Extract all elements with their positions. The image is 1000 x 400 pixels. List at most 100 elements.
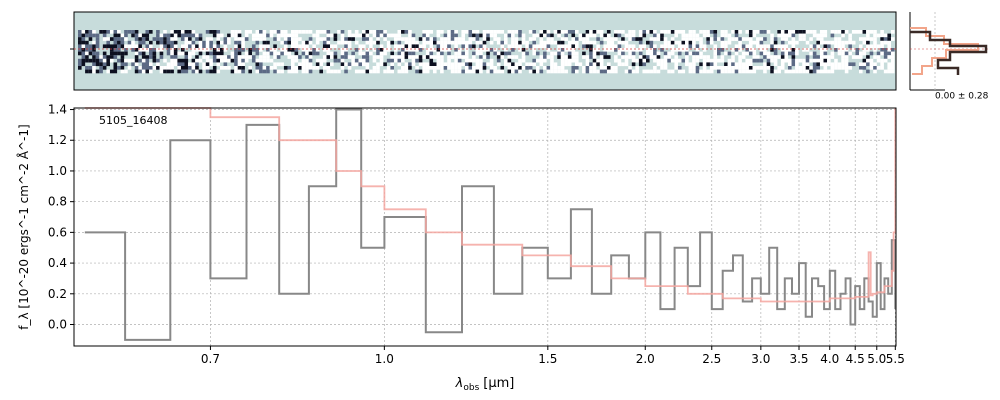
spectrum-2d-pixel xyxy=(720,69,725,74)
spectrum-2d-pixel xyxy=(564,44,568,49)
spectrum-2d-pixel xyxy=(589,62,593,67)
spectrum-2d-pixel xyxy=(149,55,153,59)
spectrum-2d-pixel xyxy=(887,69,891,74)
spectrum-2d-pixel xyxy=(322,58,327,63)
spectrum-2d-pixel xyxy=(681,44,686,49)
spectrum-2d-pixel xyxy=(777,66,781,70)
spectrum-2d-pixel xyxy=(308,66,313,70)
spectrum-2d-pixel xyxy=(805,48,810,52)
spectrum-2d-pixel xyxy=(436,51,441,56)
spectrum-2d-pixel xyxy=(170,58,174,63)
spectrum-2d-pixel xyxy=(156,30,160,34)
spectrum-2d-pixel xyxy=(315,51,320,56)
spectrum-2d-pixel xyxy=(457,62,462,67)
spectrum-2d-pixel xyxy=(92,69,96,74)
spectrum-2d-pixel xyxy=(170,69,174,74)
spectrum-2d-pixel xyxy=(585,44,590,49)
spectrum-2d-pixel xyxy=(674,58,678,63)
spectrum-2d-pixel xyxy=(564,55,568,59)
spectrum-2d-pixel xyxy=(560,62,565,67)
spectrum-2d-pixel xyxy=(500,66,505,70)
spectrum-2d-pixel xyxy=(606,66,611,70)
spectrum-2d-pixel xyxy=(117,40,121,45)
spectrum-2d-pixel xyxy=(709,37,714,41)
spectrum-2d-pixel xyxy=(667,44,671,49)
spectrum-2d-pixel xyxy=(734,37,739,41)
spectrum-2d-pixel xyxy=(873,37,877,41)
spectrum-2d-pixel xyxy=(99,55,103,59)
spectrum-2d-pixel xyxy=(667,58,671,63)
spectrum-2d-pixel xyxy=(180,51,185,56)
spectrum-2d-pixel xyxy=(134,37,139,41)
spectrum-2d-pixel xyxy=(788,48,792,52)
spectrum-2d-pixel xyxy=(585,66,590,70)
spectrum-2d-pixel xyxy=(390,66,394,70)
spectrum-2d-pixel xyxy=(844,66,849,70)
spectrum-2d-pixel xyxy=(220,33,224,38)
spectrum-1d-panel: 0.7 1.0 1.5 2.0 2.5 3.0 3.5 4.0 4.5 5.0 5.50.00.20… xyxy=(16,103,905,393)
spectrum-2d-pixel xyxy=(780,33,785,38)
x-tick-label-7: 4.0 xyxy=(820,352,839,366)
spectrum-2d-pixel xyxy=(677,30,682,34)
spectrum-2d-pixel xyxy=(564,33,568,38)
spectrum-2d-pixel xyxy=(727,62,732,67)
spectrum-2d-pixel xyxy=(677,48,682,52)
spectrum-2d-pixel xyxy=(308,58,313,63)
spectrum-2d-pixel xyxy=(145,69,150,74)
spectrum-2d-pixel xyxy=(752,66,757,70)
spectrum-2d-pixel xyxy=(468,30,473,34)
spectrum-2d-pixel xyxy=(92,62,96,67)
y-tick-label-5: 1.0 xyxy=(48,164,67,178)
spectrum-2d-pixel xyxy=(248,48,252,52)
spectrum-2d-pixel xyxy=(461,62,465,67)
spectrum-2d-pixel xyxy=(461,69,465,74)
spectrum-2d-pixel xyxy=(809,51,813,56)
spectrum-2d-pixel xyxy=(823,51,828,56)
spectrum-2d-pixel xyxy=(851,30,856,34)
spectrum-2d-pixel xyxy=(773,51,778,56)
spectrum-2d-pixel xyxy=(294,44,299,49)
spectrum-2d-pixel xyxy=(571,37,576,41)
spectrum-2d-pixel xyxy=(166,40,171,45)
spectrum-2d-pixel xyxy=(273,48,277,52)
spectrum-2d-pixel xyxy=(209,51,213,56)
spectrum-2d-pixel xyxy=(575,51,579,56)
spectrum-2d-pixel xyxy=(674,66,678,70)
spectrum-2d-pixel xyxy=(873,44,877,49)
spectrum-2d-pixel xyxy=(656,33,661,38)
spectrum-2d-pixel xyxy=(564,48,568,52)
spectrum-2d-pixel xyxy=(883,33,888,38)
spectrum-2d-pixel xyxy=(468,33,473,38)
spectrum-2d-pixel xyxy=(692,30,696,34)
spectrum-2d-pixel xyxy=(475,40,480,45)
spectrum-2d-pixel xyxy=(763,44,767,49)
spectrum-2d-pixel xyxy=(166,37,171,41)
spectrum-2d-pixel xyxy=(862,66,867,70)
spectrum-2d-pixel xyxy=(273,69,277,74)
spectrum-2d-pixel xyxy=(699,30,703,34)
spectrum-2d-pixel xyxy=(127,58,132,63)
spectrum-2d-pixel xyxy=(646,55,650,59)
spectrum-2d-pixel xyxy=(543,40,547,45)
spectrum-2d-pixel xyxy=(149,44,153,49)
spectrum-2d-pixel xyxy=(638,55,643,59)
spectrum-2d-pixel xyxy=(557,40,561,45)
spectrum-2d-pixel xyxy=(425,37,430,41)
spectrum-2d-pixel xyxy=(354,30,359,34)
spectrum-2d-pixel xyxy=(184,66,189,70)
spectrum-2d-pixel xyxy=(504,40,508,45)
spectrum-2d-pixel xyxy=(596,58,600,63)
spectrum-2d-pixel xyxy=(766,44,771,49)
spectrum-2d-pixel xyxy=(390,58,394,63)
spectrum-2d-pixel xyxy=(798,37,803,41)
spectrum-2d-pixel xyxy=(433,37,437,41)
spectrum-2d-pixel xyxy=(369,44,373,49)
spectrum-2d-pixel xyxy=(479,48,483,52)
spectrum-2d-pixel xyxy=(166,51,171,56)
spectrum-2d-pixel xyxy=(301,62,306,67)
spectrum-2d-pixel xyxy=(599,58,604,63)
spectrum-2d-pixel xyxy=(734,66,739,70)
spectrum-2d-pixel xyxy=(173,37,178,41)
x-tick-label-1: 1.0 xyxy=(375,352,394,366)
spectrum-2d-pixel xyxy=(109,48,114,52)
